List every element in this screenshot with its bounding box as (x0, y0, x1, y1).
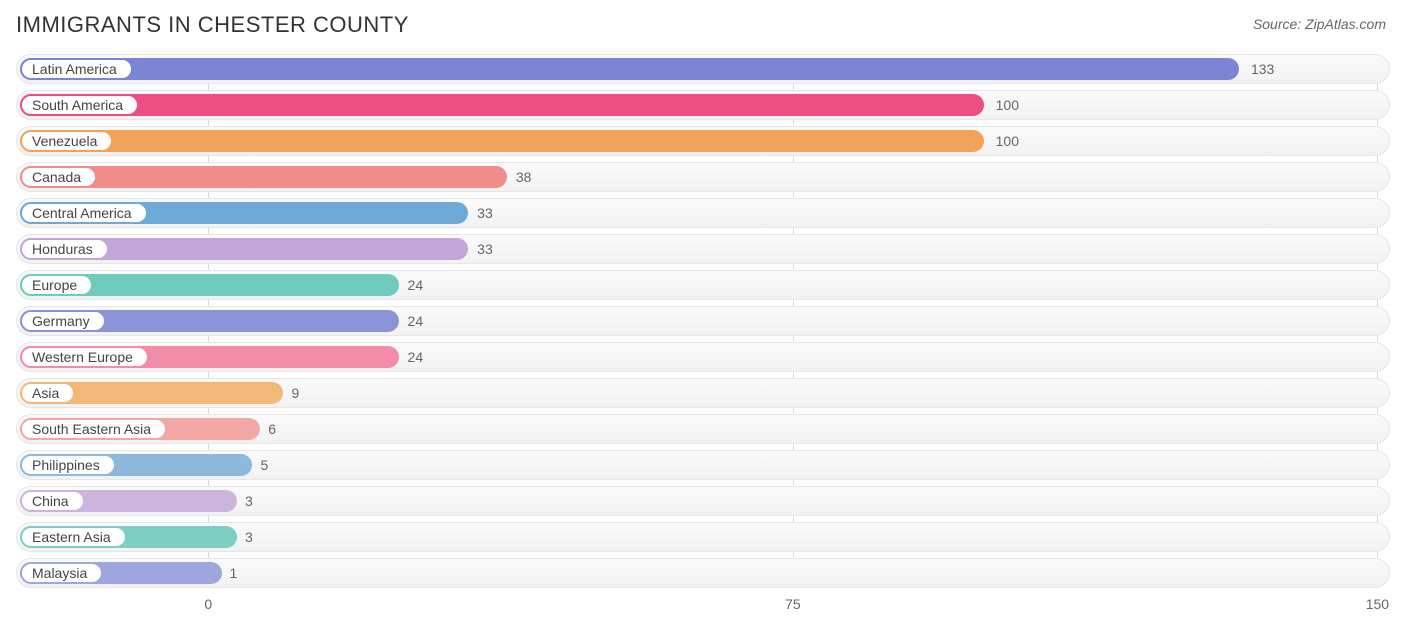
chart-source: Source: ZipAtlas.com (1253, 12, 1386, 32)
bar-value: 100 (996, 97, 1019, 113)
bar-value: 3 (245, 493, 253, 509)
bar-value: 33 (477, 241, 493, 257)
bar-row: South Eastern Asia 6 (16, 414, 1390, 444)
chart-title: IMMIGRANTS IN CHESTER COUNTY (16, 12, 409, 38)
bar-value: 1 (230, 565, 238, 581)
bar-row: Central America 33 (16, 198, 1390, 228)
bar-label: Central America (20, 202, 148, 224)
bar-value: 24 (408, 277, 424, 293)
bar-label: South Eastern Asia (20, 418, 167, 440)
bar-row: Europe 24 (16, 270, 1390, 300)
bar-label: Asia (20, 382, 75, 404)
bar-label: Latin America (20, 58, 133, 80)
bar-row: China 3 (16, 486, 1390, 516)
bar-row: Asia 9 (16, 378, 1390, 408)
bar-value: 100 (996, 133, 1019, 149)
bar-value: 38 (516, 169, 532, 185)
axis-tick-label: 75 (785, 596, 801, 612)
axis-tick-label: 150 (1366, 596, 1389, 612)
bar-value: 6 (268, 421, 276, 437)
bar-label: Europe (20, 274, 93, 296)
bar-label: Canada (20, 166, 97, 188)
bar-value: 3 (245, 529, 253, 545)
bar-row: South America 100 (16, 90, 1390, 120)
bar-row: Canada 38 (16, 162, 1390, 192)
bar-row: Eastern Asia 3 (16, 522, 1390, 552)
bar-row: Philippines 5 (16, 450, 1390, 480)
bar-row: Germany 24 (16, 306, 1390, 336)
bar-label: Malaysia (20, 562, 103, 584)
chart-header: IMMIGRANTS IN CHESTER COUNTY Source: Zip… (0, 0, 1406, 46)
bar-value: 24 (408, 349, 424, 365)
bar-fill (20, 94, 984, 116)
bar-fill (20, 130, 984, 152)
bar-label: Eastern Asia (20, 526, 127, 548)
bar-row: Malaysia 1 (16, 558, 1390, 588)
bar-row: Venezuela 100 (16, 126, 1390, 156)
chart-area: Latin America133South America100Venezuel… (0, 46, 1406, 620)
bar-value: 133 (1251, 61, 1274, 77)
bar-fill (20, 58, 1239, 80)
bar-value: 24 (408, 313, 424, 329)
bar-label: China (20, 490, 85, 512)
bar-row: Honduras 33 (16, 234, 1390, 264)
bar-value: 33 (477, 205, 493, 221)
bar-label: South America (20, 94, 139, 116)
bar-row: Latin America 133 (16, 54, 1390, 84)
bar-label: Western Europe (20, 346, 149, 368)
x-axis: 0 75 150 (12, 594, 1394, 620)
axis-tick-label: 0 (204, 596, 212, 612)
bar-label: Venezuela (20, 130, 113, 152)
bar-label: Honduras (20, 238, 109, 260)
bar-row: Western Europe 24 (16, 342, 1390, 372)
bar-label: Philippines (20, 454, 116, 476)
bars-container: Latin America133South America100Venezuel… (12, 54, 1394, 588)
bar-value: 5 (261, 457, 269, 473)
bar-label: Germany (20, 310, 106, 332)
bar-value: 9 (291, 385, 299, 401)
